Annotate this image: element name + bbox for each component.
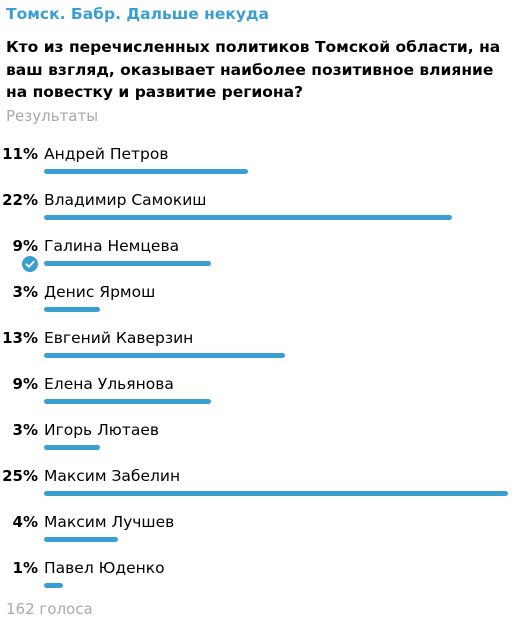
option-result-bar [44, 169, 248, 174]
option-result-bar [44, 445, 100, 450]
option-result-bar [44, 537, 118, 542]
votes-count[interactable]: 162 голоса [6, 600, 93, 618]
poll-option: 13% Евгений Каверзин [0, 328, 516, 368]
option-label: Елена Ульянова [44, 375, 174, 393]
option-result-bar [44, 261, 211, 266]
poll-results-label: Результаты [6, 107, 99, 125]
option-label: Павел Юденко [44, 559, 165, 577]
option-result-bar [44, 399, 211, 404]
poll-option: 9% Галина Немцева [0, 236, 516, 276]
option-percent: 3% [12, 421, 38, 439]
channel-name[interactable]: Томск. Бабр. Дальше некуда [6, 5, 269, 23]
option-result-bar [44, 215, 452, 220]
poll-option: 22% Владимир Самокиш [0, 190, 516, 230]
option-percent: 9% [12, 237, 38, 255]
option-label: Денис Ярмош [44, 283, 156, 301]
poll-option: 3% Денис Ярмош [0, 282, 516, 322]
option-label: Максим Лучшев [44, 513, 175, 531]
option-label: Андрей Петров [44, 145, 169, 163]
poll-option: 1% Павел Юденко [0, 558, 516, 598]
option-result-bar [44, 307, 100, 312]
option-label: Галина Немцева [44, 237, 180, 255]
poll-option: 3% Игорь Лютаев [0, 420, 516, 460]
poll-question: Кто из перечисленных политиков Томской о… [6, 38, 501, 101]
option-percent: 1% [12, 559, 38, 577]
option-label: Игорь Лютаев [44, 421, 160, 439]
poll-option: 25% Максим Забелин [0, 466, 516, 506]
option-label: Владимир Самокиш [44, 191, 207, 209]
option-percent: 9% [12, 375, 38, 393]
poll-option: 9% Елена Ульянова [0, 374, 516, 414]
option-result-bar [44, 491, 508, 496]
option-percent: 25% [2, 467, 38, 485]
option-result-bar [44, 353, 285, 358]
option-percent: 4% [12, 513, 38, 531]
poll-option: 11% Андрей Петров [0, 144, 516, 184]
option-result-bar [44, 583, 63, 588]
option-label: Максим Забелин [44, 467, 181, 485]
option-percent: 22% [2, 191, 38, 209]
option-percent: 11% [2, 145, 38, 163]
poll-option: 4% Максим Лучшев [0, 512, 516, 552]
check-circle-icon [22, 256, 38, 272]
option-label: Евгений Каверзин [44, 329, 194, 347]
option-percent: 3% [12, 283, 38, 301]
option-percent: 13% [2, 329, 38, 347]
